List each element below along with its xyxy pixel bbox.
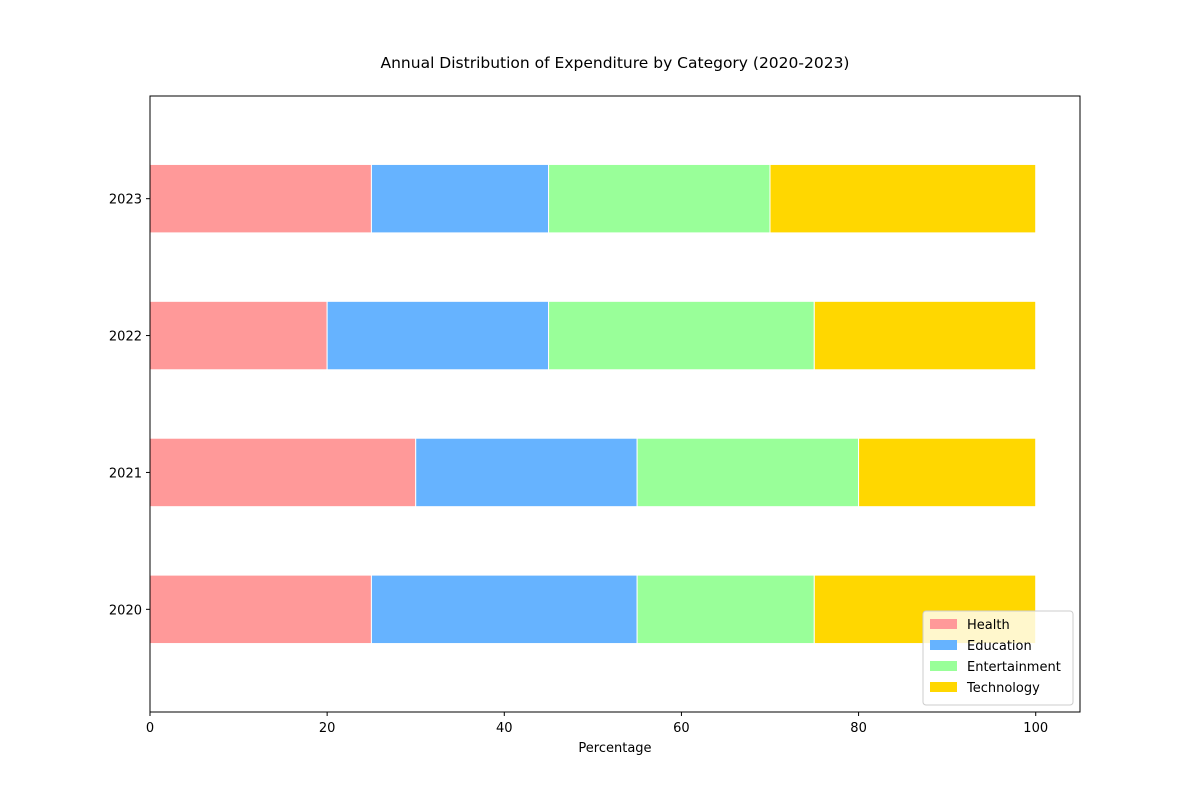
bar-health-2023	[149, 163, 372, 234]
legend-swatch-technology	[930, 682, 957, 692]
legend-box	[922, 610, 1074, 706]
x-axis: 0 20 40 60 80 100	[146, 712, 1048, 736]
bar-education-2023	[370, 163, 550, 234]
y-tick-label: 2021	[109, 466, 142, 481]
chart-title: Annual Distribution of Expenditure by Ca…	[381, 54, 850, 72]
bar-entertainment-2020	[636, 574, 815, 645]
x-tick-label: 0	[146, 721, 154, 736]
bar-entertainment-2022	[548, 300, 815, 371]
bar-education-2021	[415, 437, 638, 508]
legend-swatch-health	[930, 619, 957, 629]
x-tick-label: 60	[673, 721, 690, 736]
bar-technology-2023	[769, 163, 1037, 234]
x-tick-label: 40	[496, 721, 513, 736]
legend-swatch-entertainment	[930, 661, 957, 671]
y-tick-label: 2022	[109, 330, 142, 345]
legend-label-entertainment: Entertainment	[967, 660, 1061, 675]
x-axis-label: Percentage	[578, 741, 651, 756]
bars-layer	[149, 163, 1037, 645]
y-tick-label: 2020	[109, 603, 142, 618]
bar-health-2020	[149, 574, 372, 645]
x-tick-label: 80	[850, 721, 867, 736]
bar-health-2021	[149, 437, 417, 508]
legend-swatch-education	[930, 640, 957, 650]
legend-label-education: Education	[967, 639, 1032, 654]
legend-label-technology: Technology	[966, 681, 1040, 696]
bar-education-2022	[326, 300, 550, 371]
bar-education-2020	[370, 574, 638, 645]
bar-technology-2021	[858, 437, 1037, 508]
bar-entertainment-2021	[636, 437, 860, 508]
bar-health-2022	[149, 300, 328, 371]
legend-label-health: Health	[967, 618, 1010, 633]
plot-area-frame	[149, 95, 1081, 713]
bar-technology-2022	[813, 300, 1037, 371]
y-tick-label: 2023	[109, 193, 142, 208]
y-axis: 2020 2021 2022 2023	[109, 193, 150, 618]
x-tick-label: 20	[319, 721, 336, 736]
bar-entertainment-2023	[548, 163, 771, 234]
x-tick-label: 100	[1023, 721, 1048, 736]
legend: Health Education Entertainment Technology	[922, 610, 1074, 706]
